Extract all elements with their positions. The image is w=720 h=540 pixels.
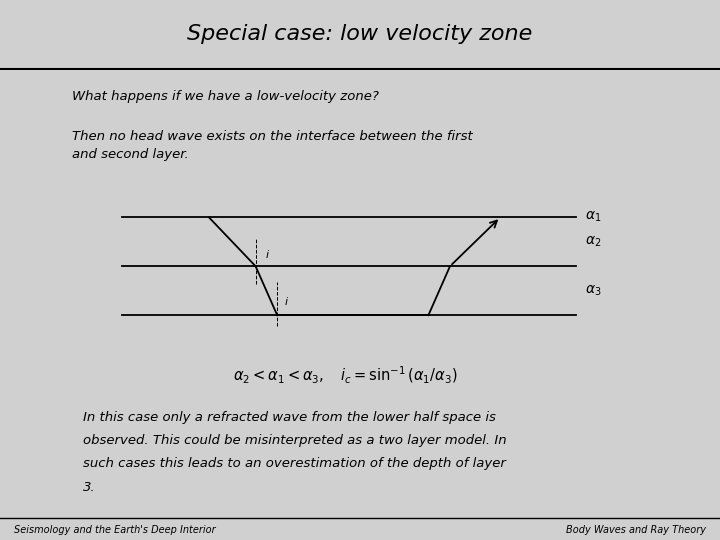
Text: In this case only a refracted wave from the lower half space is: In this case only a refracted wave from …: [83, 411, 495, 424]
Text: What happens if we have a low-velocity zone?: What happens if we have a low-velocity z…: [72, 90, 379, 103]
Text: $\alpha_2 < \alpha_1 < \alpha_3, \quadi_c = \sin^{-1}(\alpha_1/\alpha_3)$: $\alpha_2 < \alpha_1 < \alpha_3, \quadi_…: [233, 365, 458, 386]
Text: observed. This could be misinterpreted as a two layer model. In: observed. This could be misinterpreted a…: [83, 434, 506, 447]
Text: Special case: low velocity zone: Special case: low velocity zone: [187, 24, 533, 44]
Text: Then no head wave exists on the interface between the first: Then no head wave exists on the interfac…: [72, 130, 473, 143]
Text: $i$: $i$: [265, 248, 270, 260]
Text: and second layer.: and second layer.: [72, 148, 189, 161]
Text: $\alpha_1$: $\alpha_1$: [585, 210, 601, 225]
Text: Body Waves and Ray Theory: Body Waves and Ray Theory: [566, 525, 706, 535]
Text: $i$: $i$: [284, 295, 289, 307]
Text: $\alpha_3$: $\alpha_3$: [585, 284, 601, 298]
Text: Seismology and the Earth's Deep Interior: Seismology and the Earth's Deep Interior: [14, 525, 216, 535]
Text: 3.: 3.: [83, 481, 96, 494]
Text: $\alpha_2$: $\alpha_2$: [585, 234, 601, 249]
Text: such cases this leads to an overestimation of the depth of layer: such cases this leads to an overestimati…: [83, 457, 505, 470]
